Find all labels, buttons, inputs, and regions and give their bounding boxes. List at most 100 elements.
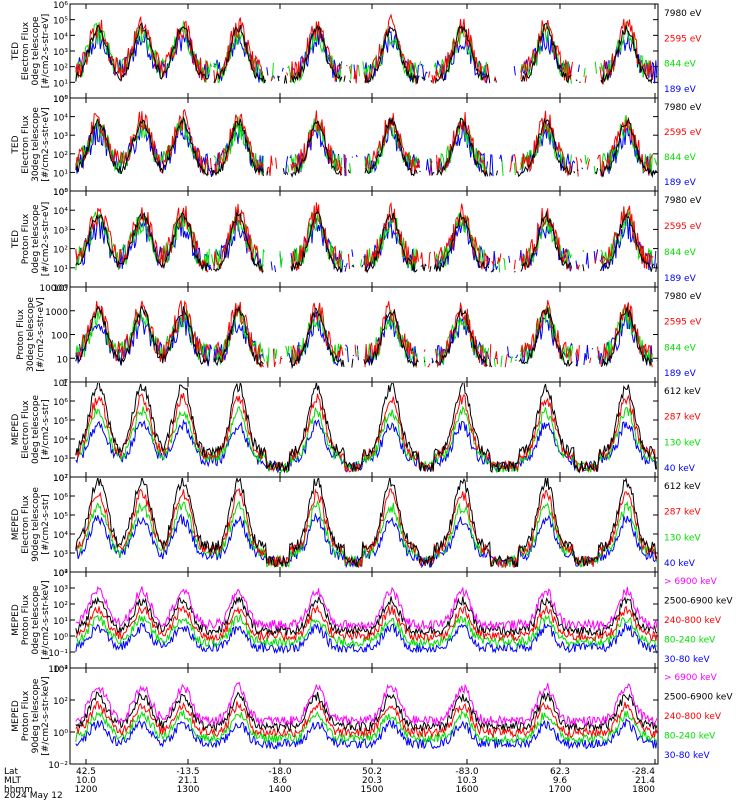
series-line-189-ev — [273, 76, 274, 79]
series-line-844-ev — [503, 258, 505, 270]
series-line-844-ev — [659, 347, 661, 360]
series-traces — [76, 683, 674, 749]
y-axis-label-line: [#/cm2-s-str-eV] — [36, 297, 46, 372]
series-line-844-ev — [583, 250, 584, 252]
legend-entry: 2500-6900 keV — [664, 597, 733, 607]
legend-entry: 189 eV — [664, 178, 697, 188]
y-tick-label: 10⁰ — [53, 633, 68, 643]
y-tick-label: 10000 — [39, 284, 68, 294]
series-line-2595-ev — [271, 76, 272, 81]
series-line-7980-ev — [495, 78, 496, 82]
series-line-7980-ev — [672, 267, 673, 273]
legend-entry: 80-240 keV — [664, 732, 716, 742]
series-line-7980-ev — [576, 80, 577, 81]
series-line-189-ev — [500, 155, 502, 162]
y-tick-label: 10³ — [53, 585, 68, 595]
y-axis-label-line: 0deg telescope — [31, 395, 41, 465]
y-tick-label: 10⁰ — [53, 729, 68, 739]
series-line-130-kev — [76, 502, 674, 568]
legend-entry: 7980 eV — [664, 9, 702, 19]
legend-entry: 2595 eV — [664, 128, 702, 138]
series-line-844-ev — [511, 357, 513, 363]
y-tick-label: 10⁵ — [53, 188, 68, 198]
legend-entry: 287 keV — [664, 413, 701, 423]
y-tick-label: 100 — [51, 332, 68, 342]
panel-frame — [70, 477, 658, 572]
series-line-189-ev — [76, 30, 210, 79]
legend-entry: 612 keV — [664, 387, 701, 397]
series-line-2595-ev — [280, 356, 281, 364]
y-tick-label: 10³ — [53, 226, 68, 236]
panel-frame — [70, 382, 658, 477]
series-line-189-ev — [663, 76, 664, 79]
series-line-7980-ev — [667, 360, 669, 366]
legend-entry: 287 keV — [664, 508, 701, 518]
series-traces — [76, 382, 674, 472]
legend-entry: 189 eV — [664, 274, 697, 284]
series-line-844-ev — [655, 154, 660, 164]
legend-entry: 7980 eV — [664, 292, 702, 302]
y-tick-label: 10⁷ — [53, 474, 68, 484]
y-axis-label-line: 30deg telescope — [26, 297, 36, 372]
y-tick-label: 10⁶ — [53, 398, 68, 408]
series-line-7980-ev — [430, 266, 431, 272]
series-line-189-ev — [345, 263, 347, 272]
x-tick-label: 1500 — [361, 785, 384, 795]
panel-frame — [70, 4, 658, 98]
y-tick-label: 10² — [53, 64, 68, 74]
y-axis-label-line: 0deg telescope — [31, 204, 41, 274]
y-tick-label: 10³ — [53, 48, 68, 58]
panel-frame — [70, 287, 658, 382]
series-line-7980-ev — [210, 267, 211, 270]
y-tick-label: 10⁻¹ — [48, 649, 68, 659]
series-traces — [76, 15, 673, 84]
legend-entry: 2500-6900 keV — [664, 693, 733, 703]
series-line-2595-ev — [587, 159, 589, 169]
series-line-7980-ev — [672, 78, 673, 83]
series-line-2595-ev — [428, 364, 430, 367]
x-tick-label: 1600 — [456, 785, 479, 795]
series-line-844-ev — [584, 68, 585, 77]
series-line-2595-ev — [429, 252, 431, 269]
y-tick-label: 10³ — [53, 550, 68, 560]
series-line-189-ev — [271, 262, 272, 271]
legend-entry: 30-80 keV — [664, 655, 710, 665]
series-line-7980-ev — [673, 360, 674, 363]
series-line-844-ev — [595, 62, 596, 74]
series-line-7980-ev — [344, 76, 345, 82]
series-line-844-ev — [345, 348, 346, 350]
legend-entry: 130 keV — [664, 533, 701, 543]
series-line-7980-ev — [284, 75, 286, 83]
series-line-844-ev — [288, 165, 289, 173]
series-line-7980-ev — [601, 26, 652, 83]
series-line-7980-ev — [420, 171, 421, 172]
series-line-287-kev — [76, 393, 674, 472]
series-line--6900-kev — [76, 587, 674, 630]
y-axis-label-line: 0deg telescope — [31, 585, 41, 655]
series-line-130-kev — [76, 407, 674, 473]
series-line-189-ev — [275, 265, 276, 272]
y-axis-label-line: Electron Flux — [21, 21, 31, 80]
series-line-2595-ev — [276, 158, 277, 169]
series-line-189-ev — [673, 258, 674, 269]
legend-entry: 189 eV — [664, 369, 697, 379]
y-axis-label-line: [#/cm2-s-str-keV] — [41, 580, 51, 659]
series-line-189-ev — [356, 155, 357, 157]
series-line-2595-ev — [495, 351, 497, 364]
series-line-2595-ev — [434, 204, 488, 271]
legend-entry: 240-800 keV — [664, 712, 722, 722]
legend-entry: 7980 eV — [664, 196, 702, 206]
legend-entry: 2595 eV — [664, 222, 702, 232]
y-tick-label: 10¹ — [53, 79, 68, 89]
y-axis-label-line: Electron Flux — [21, 400, 31, 459]
series-line-2595-ev — [581, 159, 582, 163]
panel-frame — [70, 98, 658, 191]
y-axis-label-line: Electron Flux — [21, 495, 31, 554]
